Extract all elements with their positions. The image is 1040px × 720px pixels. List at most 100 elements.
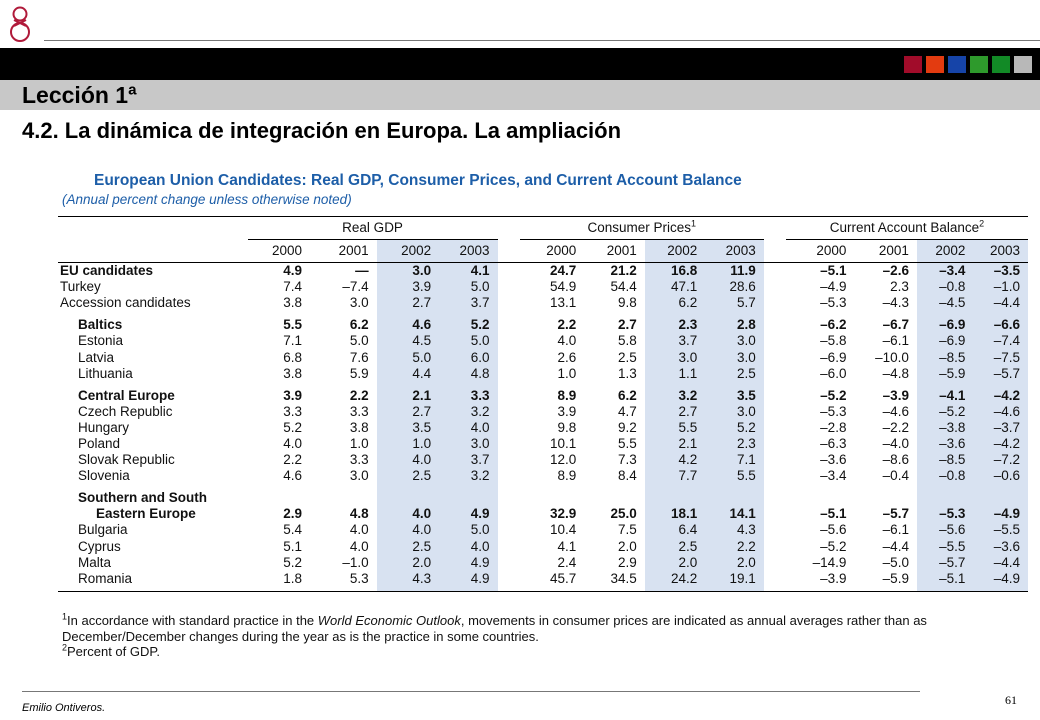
cell-ca: –6.6 — [973, 311, 1028, 334]
year-header-cpi-2000: 2000 — [519, 239, 585, 263]
year-header-cpi-2003: 2003 — [705, 239, 764, 263]
cell-gdp: 6.8 — [283, 349, 303, 365]
cell-gdp: 3.7 — [439, 452, 498, 469]
cell-gdp — [310, 484, 377, 506]
table-row: Latvia 6.8 7.6 5.0 6.0 2.6 2.5 3.0 3.0 –6.9 –10.0–… — [58, 349, 1028, 366]
cell-ca — [973, 484, 1028, 507]
cell-cpi: 4.7 — [617, 403, 637, 419]
group-header-gdp: Real GDP — [247, 216, 498, 240]
cell-cpi: 3.2 — [644, 381, 706, 404]
cell-cpi: 47.1 — [644, 279, 706, 296]
row-label: Latvia — [78, 349, 115, 365]
table-row: Central Europe 3.9 2.2 2.1 3.3 8.9 6.2 3.2 3.5 –5… — [58, 381, 1028, 404]
year-header-cpi-2002: 2002 — [644, 239, 706, 263]
cell-cpi: 54.9 — [550, 279, 577, 295]
cell-cpi: 4.3 — [705, 522, 764, 539]
color-square-2 — [926, 56, 944, 73]
cell-cpi: 1.3 — [617, 365, 637, 381]
year-header-gdp-2002: 2002 — [376, 239, 440, 263]
cell-gdp: 4.0 — [376, 506, 440, 523]
cell-ca: –6.1 — [882, 333, 909, 349]
cell-cpi: 24.2 — [644, 570, 706, 592]
table-row: EU candidates 4.9 — 3.0 4.1 24.7 21.2 16.8 11.9 –… — [58, 262, 1028, 280]
cell-gdp: 3.8 — [283, 365, 303, 381]
cell-ca: –6.3 — [820, 435, 847, 451]
cell-ca: –6.9 — [820, 349, 847, 365]
cell-gdp: 1.0 — [376, 435, 440, 453]
cell-gdp: 3.5 — [376, 419, 440, 436]
cell-cpi: 3.0 — [705, 403, 764, 420]
figure-subtitle: (Annual percent change unless otherwise … — [62, 192, 352, 207]
cell-cpi: 2.0 — [705, 554, 764, 571]
cell-gdp: 3.2 — [439, 403, 498, 420]
cell-cpi: 11.9 — [705, 262, 764, 280]
cell-cpi: 2.2 — [557, 317, 577, 333]
cell-cpi: 14.1 — [705, 506, 764, 523]
row-label: Slovenia — [78, 468, 130, 484]
cell-cpi: 6.2 — [617, 387, 637, 403]
cell-gdp: 4.0 — [439, 538, 498, 555]
cell-cpi: 3.9 — [557, 403, 577, 419]
cell-gdp: 4.0 — [439, 419, 498, 436]
table-row: Cyprus 5.1 4.0 2.5 4.0 4.1 2.0 2.5 2.2 –5.2 –4.4 –5… — [58, 538, 1028, 555]
cell-gdp: 3.3 — [283, 403, 303, 419]
cell-cpi: 2.5 — [705, 365, 764, 382]
cell-ca: –2.2 — [882, 419, 909, 435]
table-row: Romania 1.8 5.3 4.3 4.9 45.7 34.5 24.2 19.1 –3.9–… — [58, 570, 1028, 592]
cell-ca: –5.1 — [820, 506, 847, 522]
row-label: Czech Republic — [78, 403, 173, 419]
cell-gdp: 5.4 — [283, 522, 303, 538]
cell-gdp: 2.7 — [376, 295, 440, 312]
color-square-1 — [904, 56, 922, 73]
cell-cpi: 18.1 — [644, 506, 706, 523]
cell-ca: –3.9 — [785, 570, 855, 592]
cell-gdp: 4.9 — [439, 554, 498, 571]
row-label: Bulgaria — [78, 522, 128, 538]
cell-gdp: 2.1 — [376, 381, 440, 404]
data-table: Real GDP Consumer Prices1 Current Accoun… — [58, 216, 1028, 592]
cell-ca: –5.3 — [820, 295, 847, 311]
color-square-6 — [1014, 56, 1032, 73]
cell-gdp: –1.0 — [342, 554, 369, 570]
cell-gdp: 5.0 — [376, 349, 440, 366]
cell-ca: –8.5 — [916, 452, 974, 469]
cell-cpi: 5.5 — [705, 468, 764, 485]
cell-ca: –0.8 — [916, 468, 974, 485]
title-band — [0, 80, 1040, 110]
cell-gdp: 1.0 — [349, 435, 369, 451]
cell-cpi: 2.0 — [617, 538, 637, 554]
cell-ca: –5.3 — [820, 403, 847, 419]
cell-cpi: 3.0 — [705, 349, 764, 366]
cell-ca: –4.2 — [973, 435, 1028, 453]
cell-gdp: 5.3 — [310, 570, 377, 592]
cell-ca: –5.9 — [854, 570, 917, 592]
cell-cpi: 4.1 — [557, 538, 577, 554]
cell-ca — [786, 484, 855, 506]
cell-ca: –5.7 — [916, 554, 974, 571]
cell-gdp: 3.8 — [283, 295, 303, 311]
cell-cpi: 28.6 — [705, 279, 764, 296]
cell-gdp: 4.9 — [283, 263, 303, 279]
cell-ca: –5.5 — [916, 538, 974, 555]
cell-gdp: 4.6 — [283, 468, 303, 484]
cell-gdp: 3.3 — [349, 452, 369, 468]
cell-cpi: 16.8 — [644, 262, 706, 280]
cell-ca: –5.1 — [820, 263, 847, 279]
cell-gdp: 3.3 — [439, 381, 498, 404]
cell-cpi: 10.4 — [550, 522, 577, 538]
cell-ca: –6.0 — [820, 365, 847, 381]
cell-gdp: –7.4 — [342, 279, 369, 295]
cell-ca: –3.4 — [916, 262, 974, 280]
row-label: EU candidates — [60, 263, 154, 279]
cell-ca: –4.3 — [882, 295, 909, 311]
cell-cpi: 2.0 — [644, 554, 706, 571]
cell-cpi: 2.8 — [705, 311, 764, 334]
cell-gdp: 2.5 — [376, 538, 440, 555]
row-label: Malta — [78, 554, 112, 570]
cell-cpi: 2.5 — [644, 538, 706, 555]
page-number: 61 — [1005, 693, 1017, 707]
cell-cpi: 7.5 — [617, 522, 637, 538]
table-row: Malta 5.2 –1.0 2.0 4.9 2.4 2.9 2.0 2.0 –14.9 –5.0–… — [58, 554, 1028, 571]
row-label: Accession candidates — [60, 295, 191, 311]
cell-gdp: 5.0 — [439, 522, 498, 539]
